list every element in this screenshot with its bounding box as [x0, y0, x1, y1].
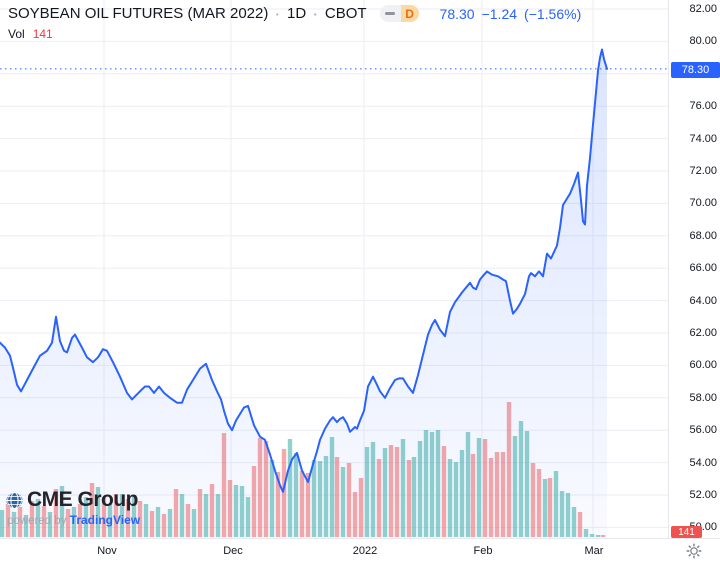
cme-globe-icon [6, 491, 23, 509]
price-axis-label: 72.00 [689, 165, 717, 177]
interval-label: 1D [287, 5, 307, 22]
price-axis-label: 68.00 [689, 229, 717, 242]
volume-axis-badge: 141 [671, 526, 702, 538]
price-change: −1.24 [481, 5, 518, 22]
interval-d-badge[interactable]: D [400, 5, 419, 22]
price-axis-label: 56.00 [689, 424, 717, 437]
exchange-label: CBOT [324, 5, 367, 22]
time-axis-label: Dec [223, 545, 243, 557]
symbol-title[interactable]: SOYBEAN OIL FUTURES (MAR 2022) [8, 5, 269, 22]
price-axis-label: 54.00 [689, 456, 717, 469]
price-axis-label: 74.00 [689, 132, 717, 145]
interval-toggle[interactable]: D [379, 5, 419, 22]
quote-row: 78.30 −1.24 (−1.56%) [440, 6, 582, 22]
price-axis[interactable]: 50.00 52.00 54.00 56.00 58.00 60.00 62.00 64.00… [668, 0, 720, 538]
separator-dot: · [313, 5, 318, 22]
cme-group-logo-text[interactable]: CME Group [27, 488, 139, 511]
symbol-header: SOYBEAN OIL FUTURES (MAR 2022) · 1D · CB… [8, 5, 581, 22]
price-change-percent: (−1.56%) [524, 5, 582, 22]
attribution: CME Group powered by TradingView [6, 488, 140, 527]
time-axis-label: Mar [584, 545, 604, 557]
price-axis-label: 76.00 [689, 100, 717, 113]
volume-readout: Vol 141 [8, 27, 53, 41]
dash-icon [385, 12, 396, 15]
price-axis-label: 58.00 [689, 391, 717, 404]
price-axis-label: 80.00 [689, 35, 717, 48]
time-axis-label: Nov [97, 545, 117, 557]
chart-canvas[interactable] [0, 0, 668, 538]
vol-label: Vol [8, 27, 25, 41]
price-axis-label: 70.00 [689, 197, 717, 210]
price-axis-label: 62.00 [689, 327, 717, 339]
price-axis-label: 64.00 [689, 294, 717, 307]
time-axis[interactable]: Nov Dec 2022 Feb Mar [0, 538, 720, 564]
price-axis-label: 52.00 [689, 489, 717, 501]
price-axis-label: 60.00 [689, 359, 717, 372]
last-price: 78.30 [439, 5, 475, 22]
last-price-axis-badge: 78.30 [671, 62, 720, 78]
tradingview-link[interactable]: TradingView [69, 513, 141, 527]
price-axis-label: 82.00 [689, 3, 717, 15]
interval-toggle-dash-segment[interactable] [379, 5, 401, 22]
settings-gear-icon[interactable] [686, 543, 702, 559]
separator-dot: · [275, 5, 281, 22]
price-axis-label: 66.00 [689, 262, 717, 275]
powered-by-label: powered by [7, 515, 67, 527]
time-axis-label: Feb [473, 545, 493, 557]
time-axis-label: 2022 [352, 545, 378, 557]
vol-value: 141 [32, 27, 53, 41]
